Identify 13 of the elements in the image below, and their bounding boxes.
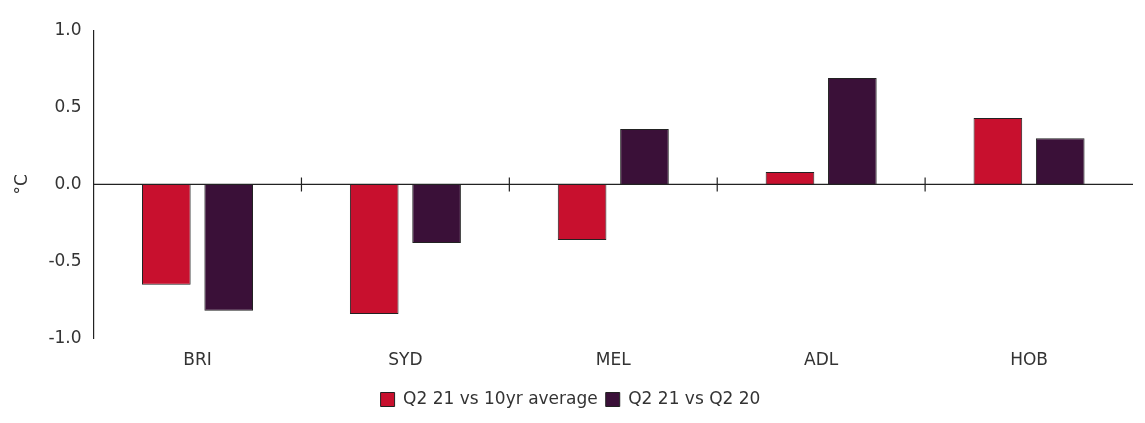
x-tick-label: BRI <box>183 349 212 370</box>
y-tick-label: -1.0 <box>48 327 82 348</box>
legend-label: Q2 21 vs 10yr average <box>403 387 598 408</box>
y-tick-label: 0.0 <box>54 172 82 193</box>
legend-label: Q2 21 vs Q2 20 <box>628 387 761 408</box>
x-tick-label: SYD <box>388 349 423 370</box>
y-tick-label: 0.5 <box>54 95 82 116</box>
x-tick-label: HOB <box>1010 349 1048 370</box>
y-tick-label: 1.0 <box>54 18 82 39</box>
x-tick-label: ADL <box>804 349 839 370</box>
y-tick-label: -0.5 <box>48 249 82 270</box>
x-tick-label: MEL <box>595 349 632 370</box>
y-axis-title: °C <box>10 174 31 195</box>
